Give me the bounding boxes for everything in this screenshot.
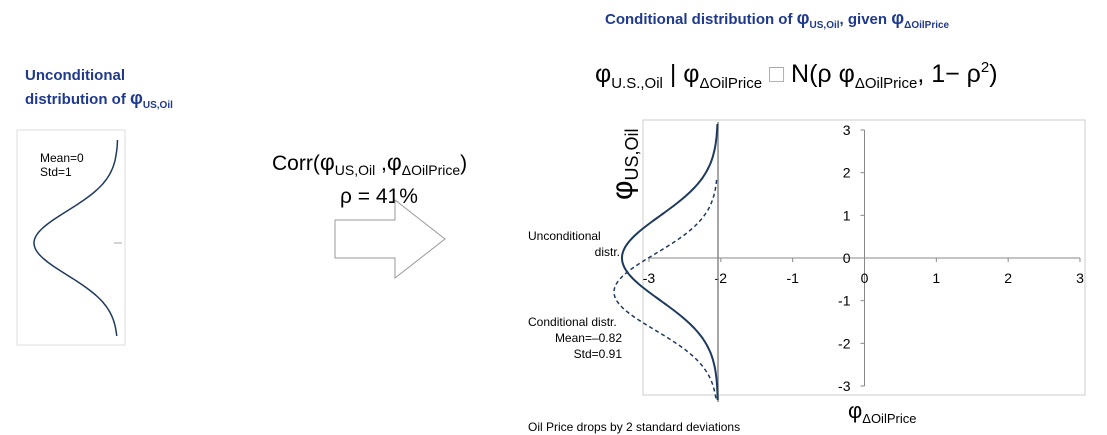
x-tick-label: -2 (715, 270, 728, 286)
subscript: ΔOilPrice (862, 411, 916, 426)
text: distribution of (25, 91, 130, 108)
left-title: distribution of φUS,Oil (25, 88, 173, 111)
subscript: ΔOilPrice (855, 75, 918, 92)
text: Conditional distribution of (605, 11, 797, 28)
symbol: φ (320, 149, 335, 175)
subscript: U.S.,Oil (611, 75, 663, 92)
x-tick-label: 2 (1004, 270, 1012, 286)
symbol: φ (848, 398, 862, 423)
text: , 1− ρ (917, 60, 981, 88)
y-tick-label: 1 (843, 207, 851, 223)
unconditional-curve (620, 123, 719, 401)
footnote: Oil Price drops by 2 standard deviations (528, 420, 740, 434)
x-tick-label: -1 (786, 270, 799, 286)
rho-label: ρ = 41% (340, 185, 418, 208)
annotation: Std=1 (40, 165, 72, 179)
annotation: Mean=–0.82 (555, 331, 622, 345)
conditional-curve (613, 179, 718, 401)
y-tick-label: -3 (838, 378, 851, 394)
curve (33, 139, 119, 337)
subscript: US,Oil (622, 129, 642, 181)
y-tick-label: 3 (843, 122, 851, 138)
y-tick-label: -2 (838, 335, 851, 351)
y-tick-label: 2 (843, 165, 851, 181)
corr-label: Corr(φUS,Oil ,φΔOilPrice) (272, 149, 467, 178)
x-tick-label: 1 (932, 270, 940, 286)
superscript: 2 (981, 59, 989, 76)
symbol: φ (891, 8, 904, 28)
y-tick-label: -1 (838, 293, 851, 309)
subscript: US,Oil (810, 20, 840, 31)
annotation: distr. (595, 245, 620, 259)
text: ) (460, 152, 467, 175)
subscript: ΔOilPrice (402, 162, 461, 178)
symbol: φ (130, 88, 143, 108)
text: , (375, 152, 387, 175)
symbol: φ (387, 149, 402, 175)
text: N(ρ φ (791, 60, 855, 88)
subscript: US,Oil (335, 162, 375, 178)
symbol: φ (797, 8, 810, 28)
formula: φU.S.,Oil | φΔOilPrice □ N(ρ φΔOilPrice,… (595, 59, 998, 92)
text: Corr( (272, 152, 320, 175)
left-title: Unconditional (25, 67, 125, 84)
symbol: φ (595, 60, 611, 88)
right-title: Conditional distribution of φUS,Oil, giv… (605, 8, 950, 31)
subscript: ΔOilPrice (904, 20, 949, 31)
symbol: φ (683, 60, 699, 88)
arrow (334, 198, 446, 280)
symbol: φ (606, 181, 639, 200)
annotation: Mean=0 (40, 151, 84, 165)
text: , given (840, 11, 892, 28)
text: | (663, 60, 683, 88)
text: □ (762, 60, 791, 88)
text: ) (989, 60, 997, 88)
y-tick-label: 0 (843, 250, 851, 266)
annotation: Std=0.91 (574, 347, 623, 361)
x-tick-label: 3 (1076, 270, 1084, 286)
x-tick-label: -3 (643, 270, 656, 286)
y-axis-label: φUS,Oil (606, 129, 642, 200)
annotation: Unconditional (528, 229, 601, 243)
annotation: Conditional distr. (528, 315, 617, 329)
x-axis-label: φΔOilPrice (848, 398, 916, 426)
x-tick-label: 0 (861, 270, 869, 286)
subscript: US,Oil (143, 100, 173, 111)
subscript: ΔOilPrice (700, 75, 763, 92)
